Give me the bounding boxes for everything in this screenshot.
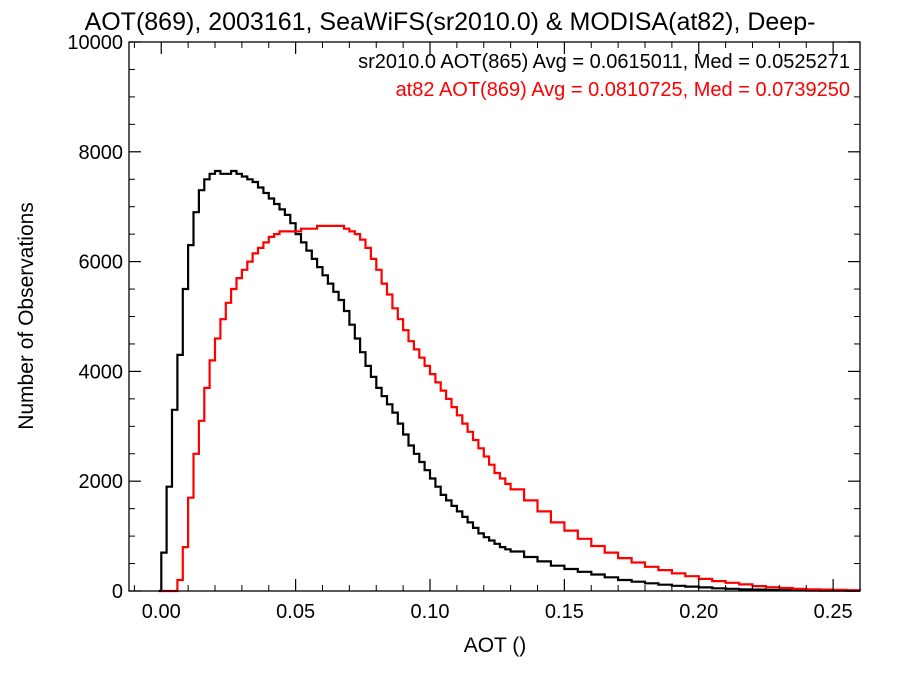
- x-tick-label: 0.00: [142, 601, 181, 623]
- x-tick-label: 0.05: [276, 601, 315, 623]
- x-tick-label: 0.15: [545, 601, 584, 623]
- series-layer: [158, 169, 862, 593]
- y-tick-label: 0: [112, 581, 123, 603]
- plot-frame: [128, 41, 861, 592]
- y-tick-label: 2000: [79, 471, 124, 493]
- x-tick-label: 0.25: [814, 601, 853, 623]
- histogram-series-red: [161, 224, 862, 593]
- x-axis-label: AOT (): [464, 634, 527, 657]
- x-tick-label: 0.20: [679, 601, 718, 623]
- axis-ticks: 0.00 0.05 0.10 0.15 0.20 0.25 0 2000 4000 6000 800…: [67, 32, 861, 623]
- y-axis-label: Number of Observations: [15, 202, 38, 430]
- annotation-black-series: sr2010.0 AOT(865) Avg = 0.0615011, Med =…: [358, 51, 850, 73]
- y-tick-label: 4000: [79, 361, 124, 383]
- y-tick-label: 10000: [67, 32, 123, 54]
- annotation-red-series: at82 AOT(869) Avg = 0.0810725, Med = 0.0…: [396, 79, 850, 101]
- x-tick-label: 0.10: [411, 601, 450, 623]
- histogram-series-black: [158, 169, 860, 593]
- y-tick-label: 8000: [79, 142, 124, 164]
- y-tick-label: 6000: [79, 252, 124, 274]
- chart-title: AOT(869), 2003161, SeaWiFS(sr2010.0) & M…: [85, 8, 816, 36]
